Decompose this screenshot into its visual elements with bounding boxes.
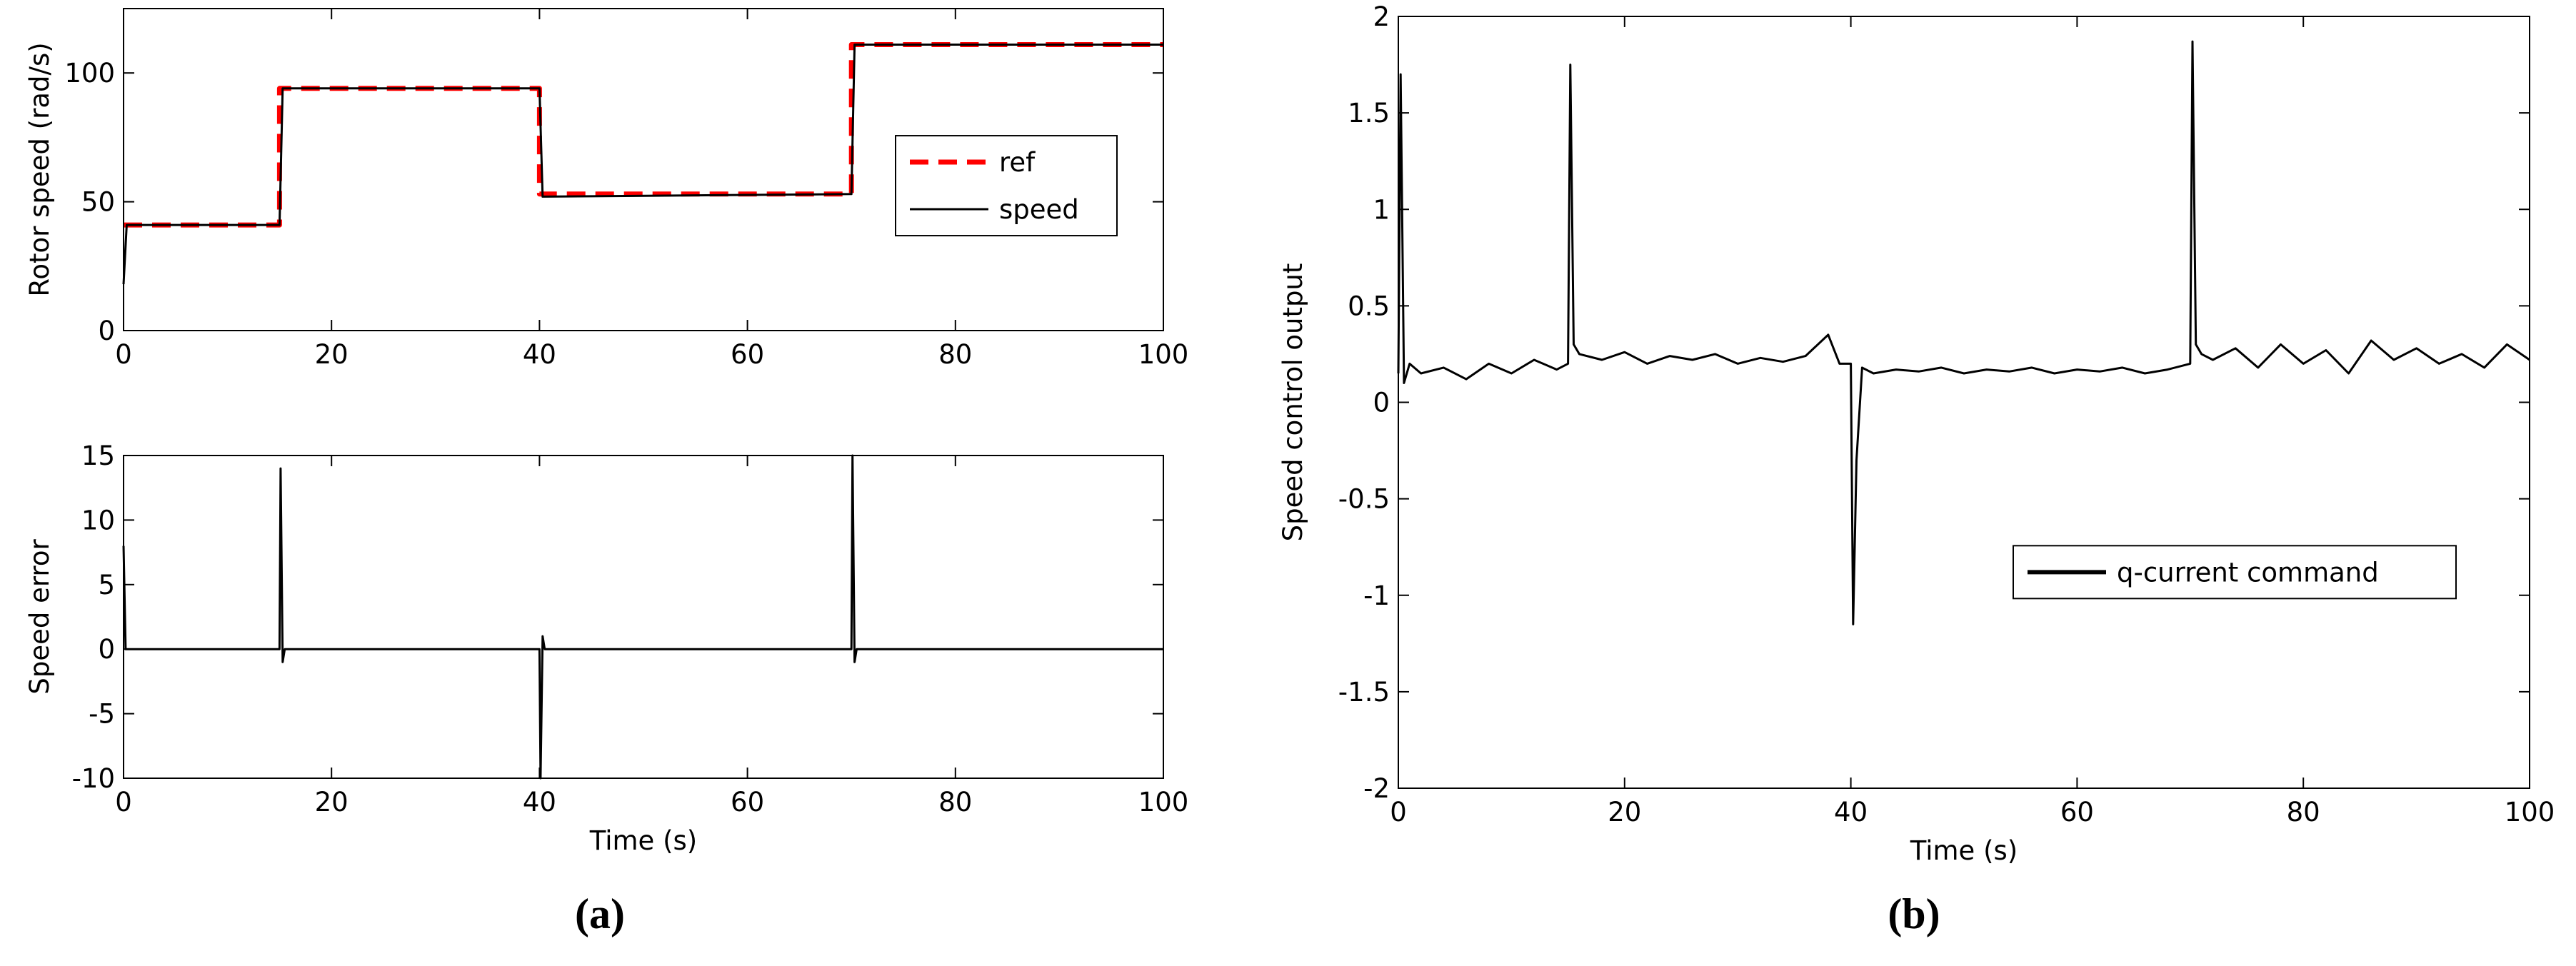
legend-box xyxy=(895,135,1118,237)
x-tick-label: 80 xyxy=(938,339,972,370)
x-tick-label: 20 xyxy=(1608,797,1641,827)
caption: (a) xyxy=(575,890,625,937)
y-tick-label: 0 xyxy=(1373,388,1390,418)
x-tick-label: 80 xyxy=(2287,797,2320,827)
x-tick-label: 40 xyxy=(523,787,556,817)
y-tick-label: 1.5 xyxy=(1348,98,1390,129)
series-line xyxy=(122,44,1163,285)
plot-frame xyxy=(123,8,1164,331)
y-tick-label: 50 xyxy=(81,187,115,218)
plot-area xyxy=(124,456,1163,778)
y-tick-label: -1.5 xyxy=(1338,677,1390,708)
y-axis-label: Speed control output xyxy=(1278,263,1308,542)
x-tick-label: 0 xyxy=(115,787,132,817)
x-tick-label: 20 xyxy=(315,339,349,370)
series-line xyxy=(122,454,1163,780)
plot-area xyxy=(1398,16,2530,788)
y-tick-label: 100 xyxy=(64,58,115,89)
x-axis-label: Time (s) xyxy=(589,825,697,856)
plot-frame xyxy=(123,455,1164,779)
y-axis-label: Rotor speed (rad/s) xyxy=(24,42,55,296)
y-tick-label: -10 xyxy=(72,763,115,794)
y-tick-label: 0 xyxy=(98,316,115,346)
x-tick-label: 40 xyxy=(1834,797,1868,827)
x-tick-label: 0 xyxy=(115,339,132,370)
x-tick-label: 20 xyxy=(315,787,349,817)
series-line xyxy=(1397,40,2530,625)
x-tick-label: 100 xyxy=(1138,787,1189,817)
x-tick-label: 60 xyxy=(731,787,764,817)
y-tick-label: -5 xyxy=(89,699,115,730)
caption: (b) xyxy=(1888,890,1940,937)
y-tick-label: 0 xyxy=(98,634,115,665)
x-tick-label: 60 xyxy=(731,339,764,370)
x-tick-label: 60 xyxy=(2060,797,2094,827)
x-tick-label: 40 xyxy=(523,339,556,370)
y-tick-label: -1 xyxy=(1363,580,1390,611)
y-tick-label: 0.5 xyxy=(1348,291,1390,321)
y-tick-label: 10 xyxy=(81,505,115,535)
y-tick-label: 2 xyxy=(1373,1,1390,32)
y-tick-label: 15 xyxy=(81,441,115,471)
x-tick-label: 100 xyxy=(1138,339,1189,370)
x-tick-label: 0 xyxy=(1390,797,1407,827)
y-tick-label: 5 xyxy=(98,570,115,600)
y-tick-label: -2 xyxy=(1363,773,1390,804)
legend-label: ref xyxy=(999,147,1036,178)
x-tick-label: 80 xyxy=(938,787,972,817)
y-tick-label: 1 xyxy=(1373,194,1390,225)
x-tick-label: 100 xyxy=(2505,797,2555,827)
y-tick-label: -0.5 xyxy=(1338,484,1390,515)
plot-frame xyxy=(1398,16,2530,789)
legend-label: q-current command xyxy=(2117,557,2379,588)
x-axis-label: Time (s) xyxy=(1910,835,2018,866)
y-axis-label: Speed error xyxy=(24,539,55,695)
legend-label: speed xyxy=(999,194,1079,225)
